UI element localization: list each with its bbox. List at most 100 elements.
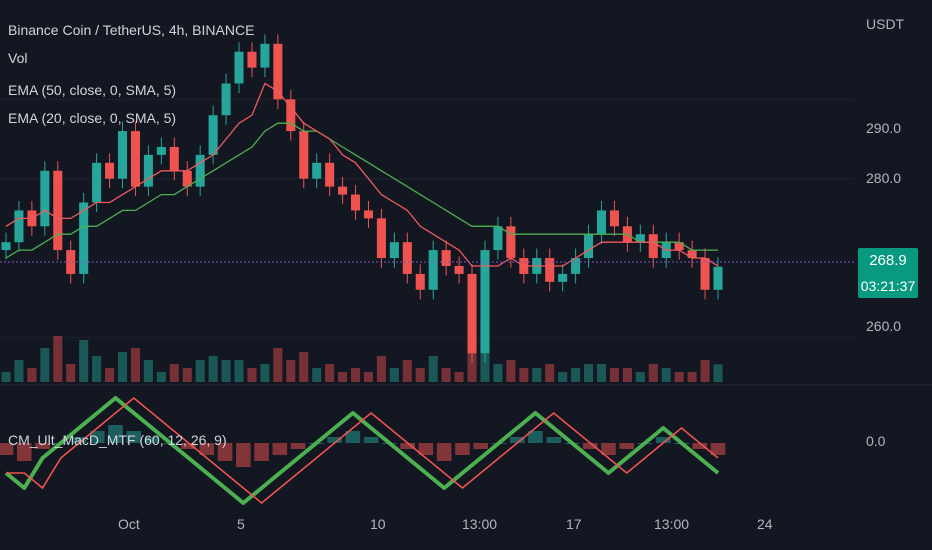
volume-bar [130,348,140,382]
macd-bar [89,431,105,443]
candle-body [299,131,309,179]
macd-bar [16,443,32,461]
volume-bar [713,364,723,382]
volume-bar [117,352,128,382]
volume-bar [428,356,438,382]
legend-ema50: EMA (50, close, 0, SMA, 5) [8,82,177,98]
volume-bar [105,368,115,382]
macd-bar [692,443,708,449]
ema50-line [5,122,718,259]
candle-body [312,162,322,179]
candle-body [234,51,244,84]
candle-body [195,154,205,187]
volume-bar [350,368,361,382]
volume-bar [609,368,619,382]
volume-bar [687,372,697,382]
time-tick: 17 [566,516,582,532]
candle-body [14,210,24,243]
candle-body [143,154,153,187]
volume-bar [338,372,348,382]
time-tick: Oct [118,516,140,532]
volume-bar [648,364,658,382]
candle-body [674,242,684,251]
candle-body [338,186,348,195]
macd-bar [473,443,488,449]
candle-body [480,250,490,354]
volume-bar [92,356,102,382]
volume-bar [661,368,671,382]
candle-body [584,234,594,259]
candle-body [648,234,658,259]
candle-body [596,210,607,235]
price-tick: 290.0 [866,120,902,136]
macd-bar [327,437,342,443]
candle-body [40,170,50,227]
macd-bar [546,437,561,443]
candle-body [687,250,697,259]
volume-bar [312,368,322,382]
candle-body [609,210,619,227]
time-tick: 10 [370,516,386,532]
macd-bar [199,443,215,455]
candle-body [130,131,140,187]
candle-body [66,250,76,274]
volume-bar [14,360,24,382]
candle-body [545,258,555,282]
volume-bar [622,368,632,382]
volume-bar [169,364,179,382]
candle-body [402,242,412,274]
candle-body [273,43,283,100]
macd-bar [181,443,196,449]
candle-body [105,162,115,179]
candle-body [389,242,399,259]
macd-bar [290,443,306,449]
candle-body [1,242,11,251]
macd-bar [254,443,269,461]
macd-bar [363,437,379,443]
volume-bar [234,360,244,382]
candle-body [53,170,63,251]
price-tick: 260.0 [866,318,902,334]
volume-bar [700,360,710,382]
volume-bar [635,372,645,382]
macd-bar [710,443,726,455]
macd-bar [655,437,671,443]
macd-histogram [0,425,726,467]
macd-bar [35,443,50,449]
volume-bar [558,372,568,382]
volume-bar [299,352,309,382]
macd-bar [236,443,251,467]
candle-body [363,210,374,219]
volume-bar [519,368,529,382]
candle-body [493,226,503,251]
candle-body [635,234,645,243]
macd-bar [582,443,598,449]
volume-bar [402,360,412,382]
bar-countdown: 03:21:37 [858,274,918,298]
volume-bar [532,368,542,382]
volume-bar [674,372,684,382]
legend-macd: CM_Ult_MacD_MTF (60, 12, 26, 9) [8,432,227,448]
macd-bar [509,437,525,443]
last-price-tag: 268.9 [858,248,918,274]
volume-bar [208,356,218,382]
volume-bar [441,368,451,382]
candle-body [92,162,102,203]
candle-body [247,51,257,68]
legend-vol: Vol [8,50,28,66]
candle-body [376,218,386,259]
volume-bar [53,336,63,382]
volume-bar [156,372,166,382]
macd-bar [528,431,543,443]
candle-body [286,99,296,132]
macd-bar [601,443,616,455]
candle-body [700,258,710,290]
candle-body [506,226,516,259]
macd-bar [418,443,434,455]
legend-ema20: EMA (20, close, 0, SMA, 5) [8,110,177,126]
macd-bar [71,437,87,443]
candle-body [208,115,218,155]
macd-bar [455,443,470,455]
macd-bar [144,437,160,443]
